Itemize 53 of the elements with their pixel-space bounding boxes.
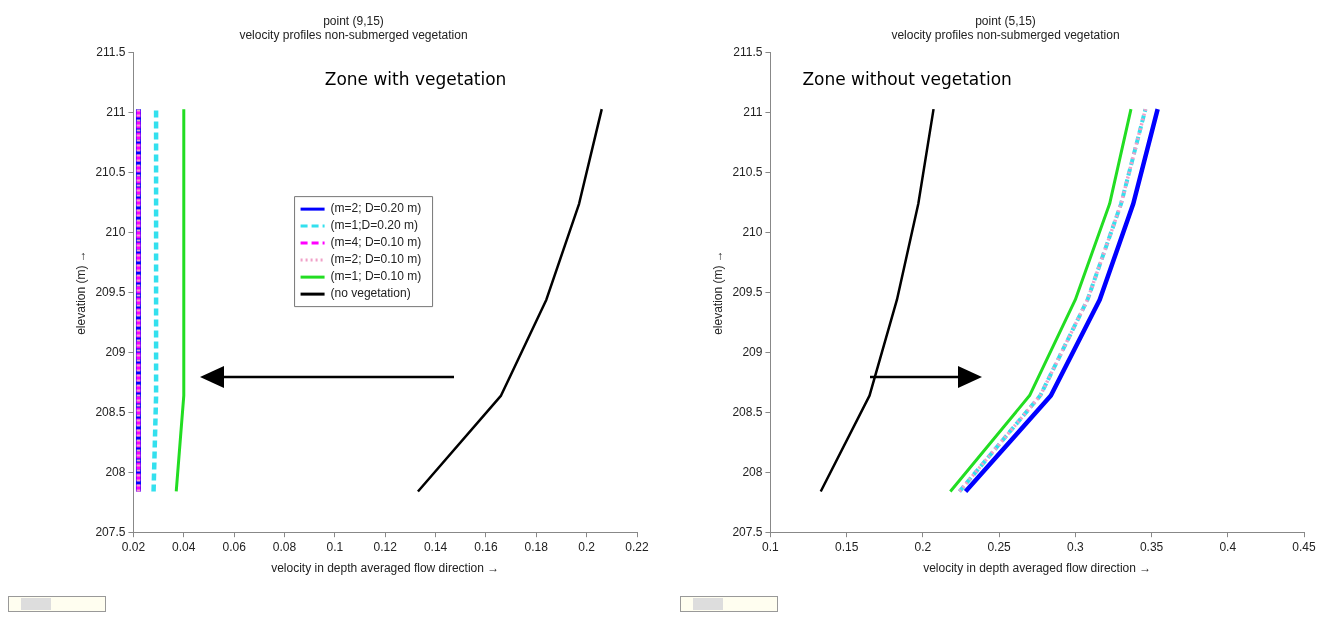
legend-label: (m=2; D=0.20 m) xyxy=(330,201,422,216)
x-tick-label: 0.25 xyxy=(987,539,1012,554)
y-tick-label: 208.5 xyxy=(95,404,126,419)
x-tick-label: 0.1 xyxy=(762,539,780,554)
x-tick-label: 0.12 xyxy=(373,539,398,554)
x-tick-label: 0.45 xyxy=(1292,539,1316,554)
legend-label: (no vegetation) xyxy=(330,286,411,301)
y-tick-label: 210.5 xyxy=(732,164,763,179)
y-tick-label: 210 xyxy=(105,224,126,239)
x-tick-label: 0.18 xyxy=(524,539,549,554)
legend-label: (m=1; D=0.10 m) xyxy=(330,269,422,284)
legend-label: (m=2; D=0.10 m) xyxy=(330,252,422,267)
y-tick-label: 209.5 xyxy=(732,284,763,299)
y-tick-label: 211.5 xyxy=(733,45,763,60)
annotation: Zone with vegetation xyxy=(324,69,507,90)
y-axis-title: elevation (m) → xyxy=(73,250,88,335)
y-tick-label: 207.5 xyxy=(732,524,763,539)
x-tick-label: 0.35 xyxy=(1139,539,1164,554)
x-tick-label: 0.15 xyxy=(834,539,859,554)
y-tick-label: 211 xyxy=(743,105,763,120)
x-tick-label: 0.3 xyxy=(1066,539,1084,554)
x-tick-label: 0.08 xyxy=(272,539,297,554)
legend-label: (m=1;D=0.20 m) xyxy=(330,218,418,233)
x-tick-label: 0.2 xyxy=(578,539,596,554)
y-tick-label: 209 xyxy=(105,344,126,359)
y-tick-label: 208.5 xyxy=(732,404,763,419)
annotation: Zone without vegetation xyxy=(802,69,1012,90)
y-tick-label: 211.5 xyxy=(96,45,126,60)
chart-subtitle: velocity profiles non-submerged vegetation xyxy=(891,27,1120,42)
legend-label: (m=4; D=0.10 m) xyxy=(330,235,422,250)
x-tick-label: 0.04 xyxy=(172,539,196,554)
y-tick-label: 209.5 xyxy=(95,284,126,299)
y-tick-label: 208 xyxy=(105,464,126,479)
y-axis-title: elevation (m) → xyxy=(710,250,725,335)
x-axis-title: velocity in depth averaged flow direction → xyxy=(923,561,1152,576)
x-tick-label: 0.2 xyxy=(914,539,932,554)
y-tick-label: 210.5 xyxy=(95,164,126,179)
chart-subtitle: velocity profiles non-submerged vegetation xyxy=(239,27,468,42)
y-tick-label: 207.5 xyxy=(95,524,126,539)
chart-title: point (5,15) xyxy=(975,13,1036,28)
y-tick-label: 209 xyxy=(742,344,763,359)
x-axis-title: velocity in depth averaged flow direction → xyxy=(271,561,500,576)
x-tick-label: 0.4 xyxy=(1219,539,1237,554)
y-tick-label: 211 xyxy=(106,105,126,120)
x-tick-label: 0.1 xyxy=(326,539,344,554)
chart-title: point (9,15) xyxy=(323,13,384,28)
y-tick-label: 210 xyxy=(742,224,763,239)
x-tick-label: 0.06 xyxy=(222,539,247,554)
x-tick-label: 0.02 xyxy=(121,539,146,554)
y-tick-label: 208 xyxy=(742,464,763,479)
x-tick-label: 0.16 xyxy=(474,539,498,554)
x-tick-label: 0.14 xyxy=(423,539,448,554)
x-tick-label: 0.22 xyxy=(625,539,649,554)
